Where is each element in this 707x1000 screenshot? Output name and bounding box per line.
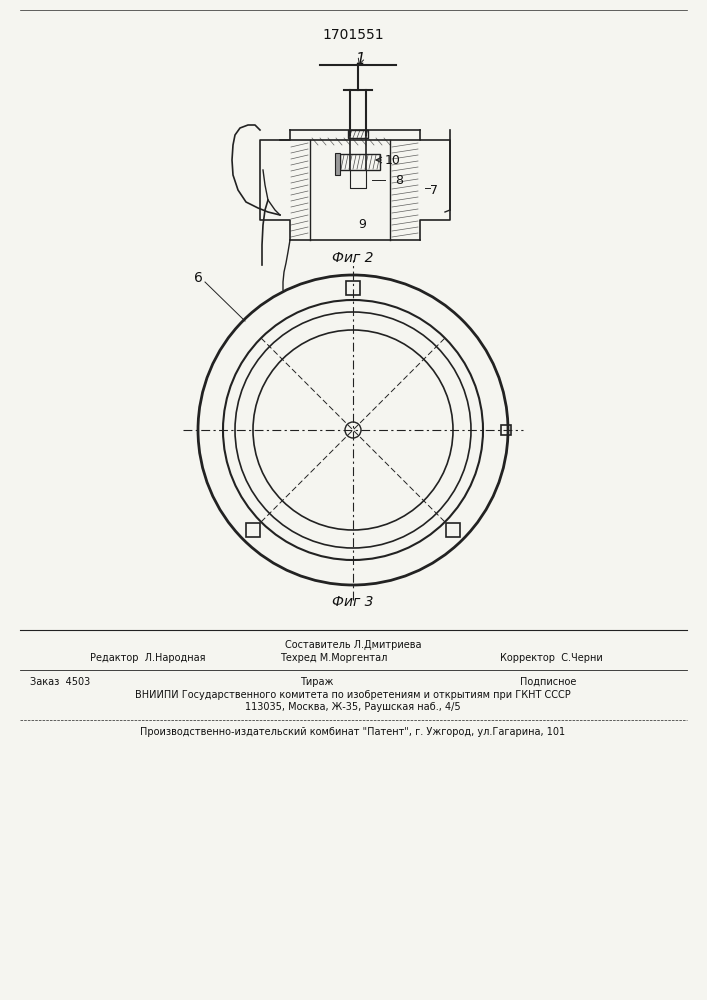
Text: Заказ  4503: Заказ 4503: [30, 677, 90, 687]
Text: 6: 6: [194, 271, 202, 285]
Text: 9: 9: [358, 219, 366, 232]
Text: ВНИИПИ Государственного комитета по изобретениям и открытиям при ГКНТ СССР: ВНИИПИ Государственного комитета по изоб…: [135, 690, 571, 700]
Text: Фиг 3: Фиг 3: [332, 595, 374, 609]
Bar: [348, 130, 368, 138]
Text: 1: 1: [355, 52, 365, 68]
Text: Корректор  С.Черни: Корректор С.Черни: [500, 653, 603, 663]
Text: 10: 10: [385, 153, 401, 166]
Text: 1701551: 1701551: [322, 28, 384, 42]
Bar: [335, 153, 340, 175]
Text: Производственно-издательский комбинат "Патент", г. Ужгород, ул.Гагарина, 101: Производственно-издательский комбинат "П…: [141, 727, 566, 737]
Bar: [501, 425, 511, 435]
Text: Техред М.Моргентал: Техред М.Моргентал: [280, 653, 387, 663]
Bar: [340, 154, 380, 170]
Text: Редактор  Л.Народная: Редактор Л.Народная: [90, 653, 206, 663]
Text: 8: 8: [395, 174, 403, 186]
Text: Фиг 2: Фиг 2: [332, 251, 374, 265]
Text: 7: 7: [430, 184, 438, 196]
Text: 113035, Москва, Ж-35, Раушская наб., 4/5: 113035, Москва, Ж-35, Раушская наб., 4/5: [245, 702, 461, 712]
Text: Подписное: Подписное: [520, 677, 576, 687]
Text: Составитель Л.Дмитриева: Составитель Л.Дмитриева: [285, 640, 421, 650]
Text: Тираж: Тираж: [300, 677, 334, 687]
